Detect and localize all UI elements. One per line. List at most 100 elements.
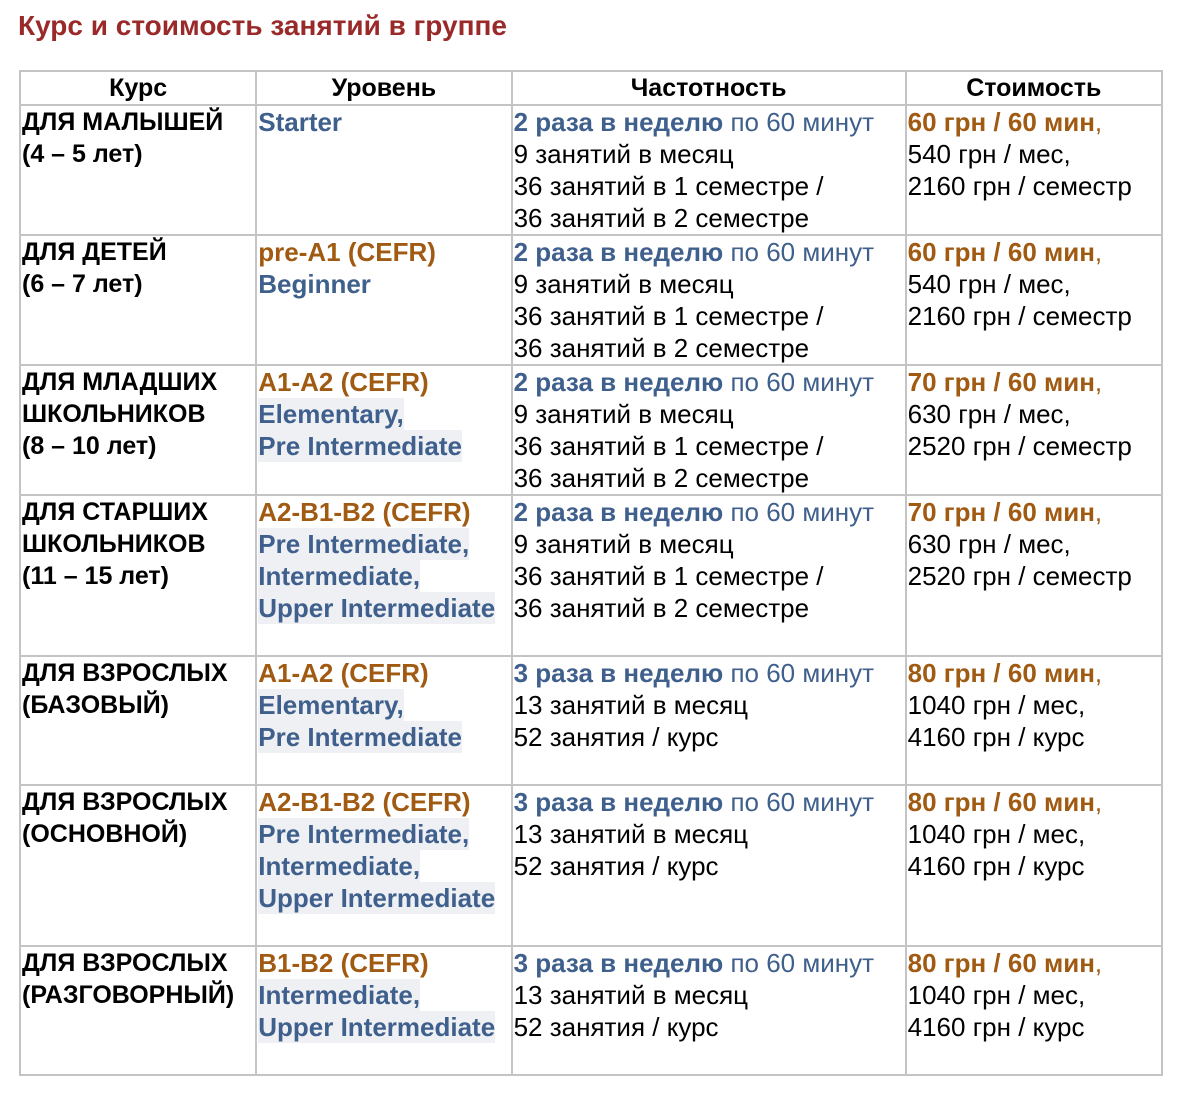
level-name: Intermediate,	[258, 850, 421, 882]
frequency-detail: 9 занятий в месяц	[513, 399, 734, 429]
level-cell: Starter	[255, 104, 513, 236]
price-detail: 630 грн / мес,	[907, 529, 1071, 559]
course-name-line: (11 – 15 лет)	[22, 562, 169, 590]
frequency-cell: 2 раза в неделю по 60 минут 9 занятий в м…	[510, 494, 907, 657]
price-per-lesson: 60 грн / 60 мин	[907, 237, 1095, 267]
price-detail: 4160 грн / курс	[907, 1012, 1085, 1042]
price-detail: 2520 грн / семестр	[907, 431, 1132, 461]
frequency-cell: 2 раза в неделю по 60 минут 9 занятий в м…	[510, 104, 907, 236]
level-cefr: B1-B2 (CEFR)	[258, 948, 429, 978]
lesson-duration: по 60 минут	[723, 497, 875, 527]
lesson-duration: по 60 минут	[723, 367, 875, 397]
price-cell: 80 грн / 60 мин, 1040 грн / мес, 4160 грн …	[904, 655, 1164, 786]
price-per-lesson: 70 грн / 60 мин	[907, 367, 1095, 397]
frequency-per-week: 3 раза в неделю	[513, 948, 724, 978]
level-name: Intermediate,	[258, 560, 421, 592]
price-detail: 540 грн / мес,	[907, 139, 1071, 169]
frequency-detail: 9 занятий в месяц	[513, 269, 734, 299]
course-cell: ДЛЯ СТАРШИХ ШКОЛЬНИКОВ (11 – 15 лет)	[18, 494, 258, 657]
level-cefr: A2-B1-B2 (CEFR)	[258, 497, 471, 527]
price-per-lesson: 80 грн / 60 мин	[907, 658, 1095, 688]
frequency-detail: 36 занятий в 1 семестре /	[513, 301, 824, 331]
table-body: ДЛЯ МАЛЫШЕЙ (4 – 5 лет) Starter 2 раза в не…	[18, 104, 1164, 1076]
course-name-line: (8 – 10 лет)	[22, 432, 157, 460]
price-detail: 1040 грн / мес,	[907, 980, 1086, 1010]
frequency-detail: 36 занятий в 2 семестре	[513, 593, 810, 623]
level-name: Pre Intermediate	[258, 430, 462, 462]
price-detail: 2520 грн / семестр	[907, 561, 1132, 591]
level-cell: B1-B2 (CEFR) Intermediate, Upper Intermedi…	[255, 945, 513, 1076]
price-detail: 1040 грн / мес,	[907, 690, 1086, 720]
price-detail: 2160 грн / семестр	[907, 301, 1132, 331]
price-cell: 60 грн / 60 мин, 540 грн / мес, 2160 грн /…	[904, 104, 1164, 236]
course-name-line: ДЛЯ ДЕТЕЙ	[22, 238, 167, 266]
frequency-cell: 2 раза в неделю по 60 минут 9 занятий в м…	[510, 234, 907, 366]
course-name-line: ДЛЯ МАЛЫШЕЙ	[22, 108, 224, 136]
frequency-detail: 36 занятий в 2 семестре	[513, 203, 810, 233]
price-cell: 70 грн / 60 мин, 630 грн / мес, 2520 грн /…	[904, 364, 1164, 496]
course-name-line: ДЛЯ ВЗРОСЛЫХ	[22, 659, 228, 687]
price-detail: 540 грн / мес,	[907, 269, 1071, 299]
lesson-duration: по 60 минут	[723, 948, 875, 978]
level-cell: pre-A1 (CEFR) Beginner	[255, 234, 513, 366]
course-cell: ДЛЯ ВЗРОСЛЫХ (ОСНОВНОЙ)	[18, 784, 258, 947]
frequency-detail: 52 занятия / курс	[513, 1012, 719, 1042]
course-price-table: Курс Уровень Частотность Стоимость ДЛЯ М…	[18, 70, 1164, 1076]
table-row: ДЛЯ ДЕТЕЙ (6 – 7 лет) pre-A1 (CEFR) Beginne…	[18, 234, 1164, 366]
level-cell: A1-A2 (CEFR) Elementary, Pre Intermediate	[255, 364, 513, 496]
lesson-duration: по 60 минут	[723, 787, 875, 817]
price-per-lesson: 80 грн / 60 мин	[907, 787, 1095, 817]
course-name-line: ДЛЯ ВЗРОСЛЫХ	[22, 949, 228, 977]
course-name-line: ДЛЯ МЛАДШИХ	[22, 368, 218, 396]
frequency-per-week: 2 раза в неделю	[513, 367, 724, 397]
level-cefr: A1-A2 (CEFR)	[258, 367, 429, 397]
lesson-duration: по 60 минут	[723, 107, 875, 137]
course-cell: ДЛЯ МЛАДШИХ ШКОЛЬНИКОВ (8 – 10 лет)	[18, 364, 258, 496]
course-cell: ДЛЯ ДЕТЕЙ (6 – 7 лет)	[18, 234, 258, 366]
course-cell: ДЛЯ ВЗРОСЛЫХ (БАЗОВЫЙ)	[18, 655, 258, 786]
frequency-detail: 9 занятий в месяц	[513, 529, 734, 559]
price-detail: 630 грн / мес,	[907, 399, 1071, 429]
frequency-per-week: 2 раза в неделю	[513, 107, 724, 137]
frequency-detail: 13 занятий в месяц	[513, 690, 749, 720]
level-cefr: pre-A1 (CEFR)	[258, 237, 436, 267]
level-cefr: A2-B1-B2 (CEFR)	[258, 787, 471, 817]
course-name-line: ШКОЛЬНИКОВ	[22, 530, 206, 558]
price-per-lesson: 70 грн / 60 мин	[907, 497, 1095, 527]
header-price: Стоимость	[904, 70, 1164, 106]
level-cefr: A1-A2 (CEFR)	[258, 658, 429, 688]
price-detail: 4160 грн / курс	[907, 851, 1085, 881]
lesson-duration: по 60 минут	[723, 237, 875, 267]
table-row: ДЛЯ ВЗРОСЛЫХ (БАЗОВЫЙ) A1-A2 (CEFR) Element…	[18, 655, 1164, 786]
frequency-detail: 36 занятий в 2 семестре	[513, 463, 810, 493]
price-cell: 70 грн / 60 мин, 630 грн / мес, 2520 грн /…	[904, 494, 1164, 657]
price-cell: 60 грн / 60 мин, 540 грн / мес, 2160 грн /…	[904, 234, 1164, 366]
frequency-cell: 3 раза в неделю по 60 минут 13 занятий в …	[510, 945, 907, 1076]
course-name-line: (РАЗГОВОРНЫЙ)	[22, 981, 235, 1009]
frequency-detail: 13 занятий в месяц	[513, 819, 749, 849]
page-title: Курс и стоимость занятий в группе	[18, 10, 507, 41]
level-name: Upper Intermediate	[258, 1011, 496, 1043]
frequency-detail: 36 занятий в 2 семестре	[513, 333, 810, 363]
header-frequency: Частотность	[510, 70, 907, 106]
price-cell: 80 грн / 60 мин, 1040 грн / мес, 4160 грн …	[904, 784, 1164, 947]
level-name: Elementary,	[258, 398, 404, 430]
table-row: ДЛЯ ВЗРОСЛЫХ (РАЗГОВОРНЫЙ) B1-B2 (CEFR) Int…	[18, 945, 1164, 1076]
level-name: Pre Intermediate,	[258, 528, 470, 560]
frequency-cell: 3 раза в неделю по 60 минут 13 занятий в …	[510, 655, 907, 786]
header-course: Курс	[18, 70, 258, 106]
level-name: Upper Intermediate	[258, 882, 496, 914]
frequency-cell: 2 раза в неделю по 60 минут 9 занятий в м…	[510, 364, 907, 496]
level-name: Pre Intermediate,	[258, 818, 470, 850]
frequency-detail: 52 занятия / курс	[513, 722, 719, 752]
header-level: Уровень	[255, 70, 513, 106]
course-cell: ДЛЯ ВЗРОСЛЫХ (РАЗГОВОРНЫЙ)	[18, 945, 258, 1076]
level-name: Intermediate,	[258, 979, 421, 1011]
course-name-line: ДЛЯ ВЗРОСЛЫХ	[22, 788, 228, 816]
level-name: Pre Intermediate	[258, 721, 462, 753]
frequency-detail: 13 занятий в месяц	[513, 980, 749, 1010]
price-detail: 1040 грн / мес,	[907, 819, 1086, 849]
price-cell: 80 грн / 60 мин, 1040 грн / мес, 4160 грн …	[904, 945, 1164, 1076]
level-name: Beginner	[258, 269, 371, 299]
table-header-row: Курс Уровень Частотность Стоимость	[18, 70, 1164, 106]
